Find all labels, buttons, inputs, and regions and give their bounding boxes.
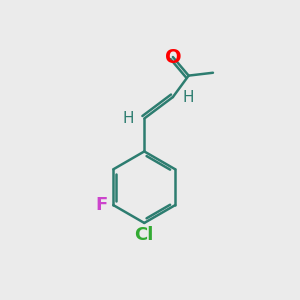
Text: Cl: Cl (135, 226, 154, 244)
Text: F: F (95, 196, 107, 214)
Text: H: H (123, 111, 134, 126)
Text: O: O (165, 47, 181, 67)
Text: H: H (182, 90, 194, 105)
